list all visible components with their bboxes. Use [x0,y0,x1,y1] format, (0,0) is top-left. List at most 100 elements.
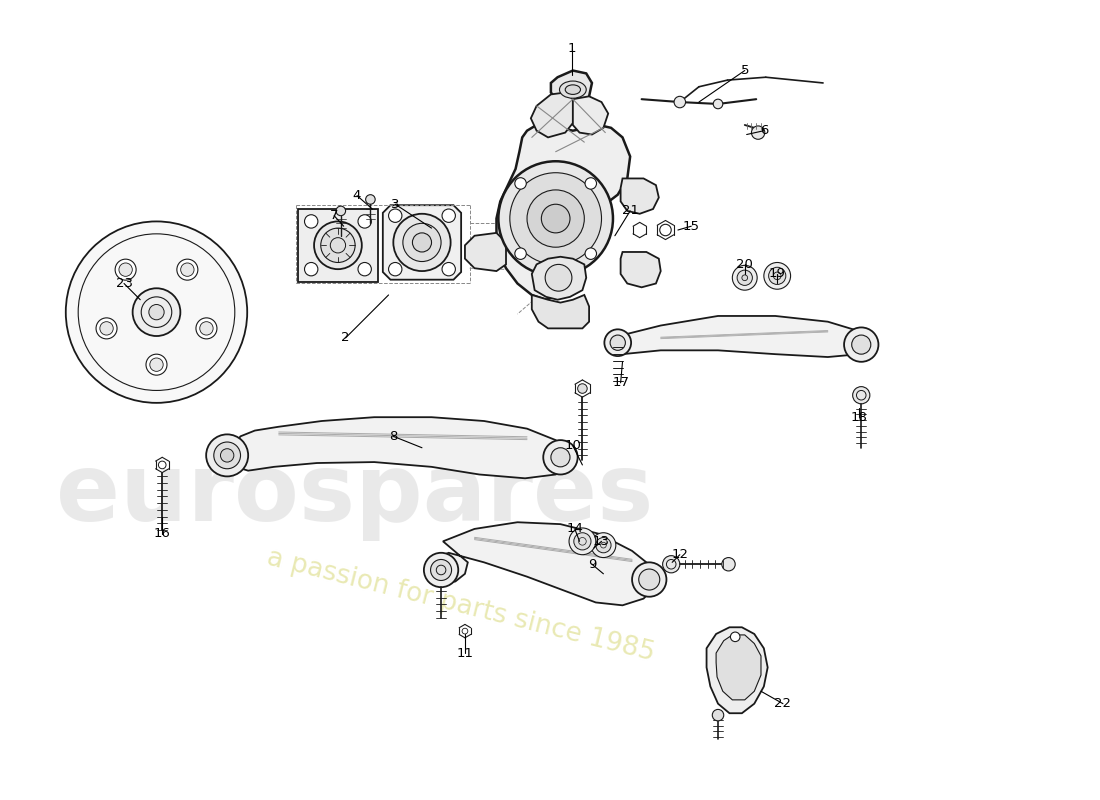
Polygon shape [465,233,506,271]
Text: 23: 23 [116,277,132,290]
Circle shape [844,327,879,362]
Polygon shape [620,252,661,287]
Circle shape [442,209,455,222]
Polygon shape [496,125,630,300]
Circle shape [336,206,345,216]
Text: 13: 13 [593,535,611,548]
Circle shape [96,318,117,339]
Circle shape [574,533,591,550]
Circle shape [585,248,596,259]
Circle shape [196,318,217,339]
Circle shape [741,275,748,281]
Circle shape [569,528,596,554]
Circle shape [305,262,318,276]
Circle shape [509,173,602,264]
Polygon shape [531,257,586,300]
Circle shape [213,442,241,469]
Circle shape [133,288,180,336]
Circle shape [541,204,570,233]
Circle shape [610,335,626,350]
Text: 2: 2 [341,331,350,345]
Circle shape [662,556,680,573]
Circle shape [200,322,213,335]
Circle shape [388,209,401,222]
Ellipse shape [565,85,581,94]
Text: 15: 15 [683,220,700,233]
Circle shape [315,222,362,269]
Circle shape [220,449,234,462]
Circle shape [100,322,113,335]
Circle shape [116,259,136,280]
Circle shape [596,538,612,553]
Text: 3: 3 [390,198,399,210]
Text: 19: 19 [769,267,785,281]
Circle shape [358,214,372,228]
Polygon shape [620,178,659,214]
Circle shape [515,178,526,189]
Text: 21: 21 [621,205,639,218]
Circle shape [578,384,587,394]
Text: 20: 20 [736,258,754,271]
Circle shape [722,558,735,571]
Circle shape [751,126,764,139]
Text: 1: 1 [568,42,576,55]
Circle shape [403,223,441,262]
Circle shape [177,259,198,280]
Text: a passion for parts since 1985: a passion for parts since 1985 [264,545,657,666]
Polygon shape [551,70,592,106]
Polygon shape [531,93,573,138]
Circle shape [591,533,616,558]
Text: 17: 17 [612,376,629,390]
Circle shape [515,248,526,259]
Circle shape [551,448,570,467]
Circle shape [148,305,164,320]
Text: 4: 4 [353,189,361,202]
Polygon shape [383,205,461,280]
Circle shape [150,358,163,371]
Circle shape [180,263,194,276]
Circle shape [430,559,452,581]
Circle shape [365,194,375,204]
Circle shape [206,434,249,476]
Text: 12: 12 [671,548,689,562]
Circle shape [773,272,781,280]
Polygon shape [431,522,656,606]
Circle shape [394,214,451,271]
Circle shape [733,266,757,290]
Ellipse shape [560,81,586,98]
Text: 11: 11 [456,646,473,659]
Circle shape [66,222,248,403]
Circle shape [632,562,667,597]
Text: 10: 10 [564,439,581,452]
Circle shape [737,270,752,286]
Circle shape [660,224,671,236]
Text: 18: 18 [851,410,868,424]
Circle shape [674,96,685,108]
Circle shape [852,386,870,404]
Circle shape [763,262,791,290]
Text: eurospares: eurospares [56,450,653,542]
Circle shape [321,228,355,262]
Text: 14: 14 [566,522,583,535]
Circle shape [527,190,584,247]
Circle shape [498,162,613,276]
Circle shape [119,263,132,276]
Circle shape [769,267,785,285]
Circle shape [585,178,596,189]
Polygon shape [298,209,378,282]
Circle shape [730,632,740,642]
Text: 8: 8 [389,430,397,442]
Circle shape [546,264,572,291]
Polygon shape [706,627,768,714]
Circle shape [442,262,455,276]
Circle shape [851,335,871,354]
Polygon shape [573,96,608,134]
Text: 16: 16 [154,527,170,540]
Circle shape [639,569,660,590]
Polygon shape [716,635,761,700]
Text: 5: 5 [740,64,749,77]
Polygon shape [223,417,568,478]
Circle shape [358,262,372,276]
Circle shape [424,553,459,587]
Polygon shape [531,295,590,328]
